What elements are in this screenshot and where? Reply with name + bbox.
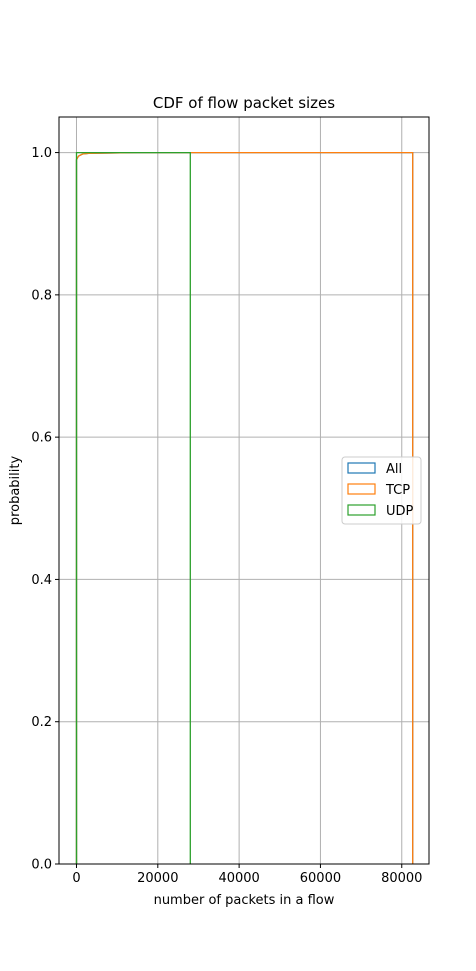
y-tick-label: 0.8	[31, 288, 52, 303]
legend-label-all: All	[386, 462, 402, 477]
y-tick-label: 0.4	[31, 573, 52, 588]
legend-swatch-all	[347, 462, 376, 474]
y-axis-label: probability	[8, 456, 23, 526]
series-line-udp	[75, 151, 191, 864]
legend-label-udp: UDP	[386, 504, 414, 519]
y-tick-label: 0.0	[31, 858, 52, 873]
x-axis-label: number of packets in a flow	[154, 893, 335, 908]
legend-box	[341, 456, 422, 525]
x-tick-label: 40000	[218, 871, 259, 886]
legend-swatch-udp	[347, 504, 376, 516]
chart-title: CDF of flow packet sizes	[153, 94, 335, 112]
x-tick-label: 20000	[137, 871, 178, 886]
y-tick-label: 0.2	[31, 715, 52, 730]
legend-label-tcp: TCP	[385, 483, 410, 498]
y-tick-label: 0.6	[31, 431, 52, 446]
plot-frame	[58, 116, 430, 865]
y-tick-label: 1.0	[31, 146, 52, 161]
x-tick-label: 80000	[381, 871, 422, 886]
axis-ticks: 0 20000 40000 60000 80000 0.0 0.2 0.4 0.6 0.8 1.0	[31, 146, 422, 886]
series-lines	[75, 151, 414, 864]
legend: All TCP UDP	[341, 456, 422, 525]
legend-swatch-tcp	[347, 483, 376, 495]
x-tick-label: 0	[72, 871, 80, 886]
x-tick-label: 60000	[300, 871, 341, 886]
